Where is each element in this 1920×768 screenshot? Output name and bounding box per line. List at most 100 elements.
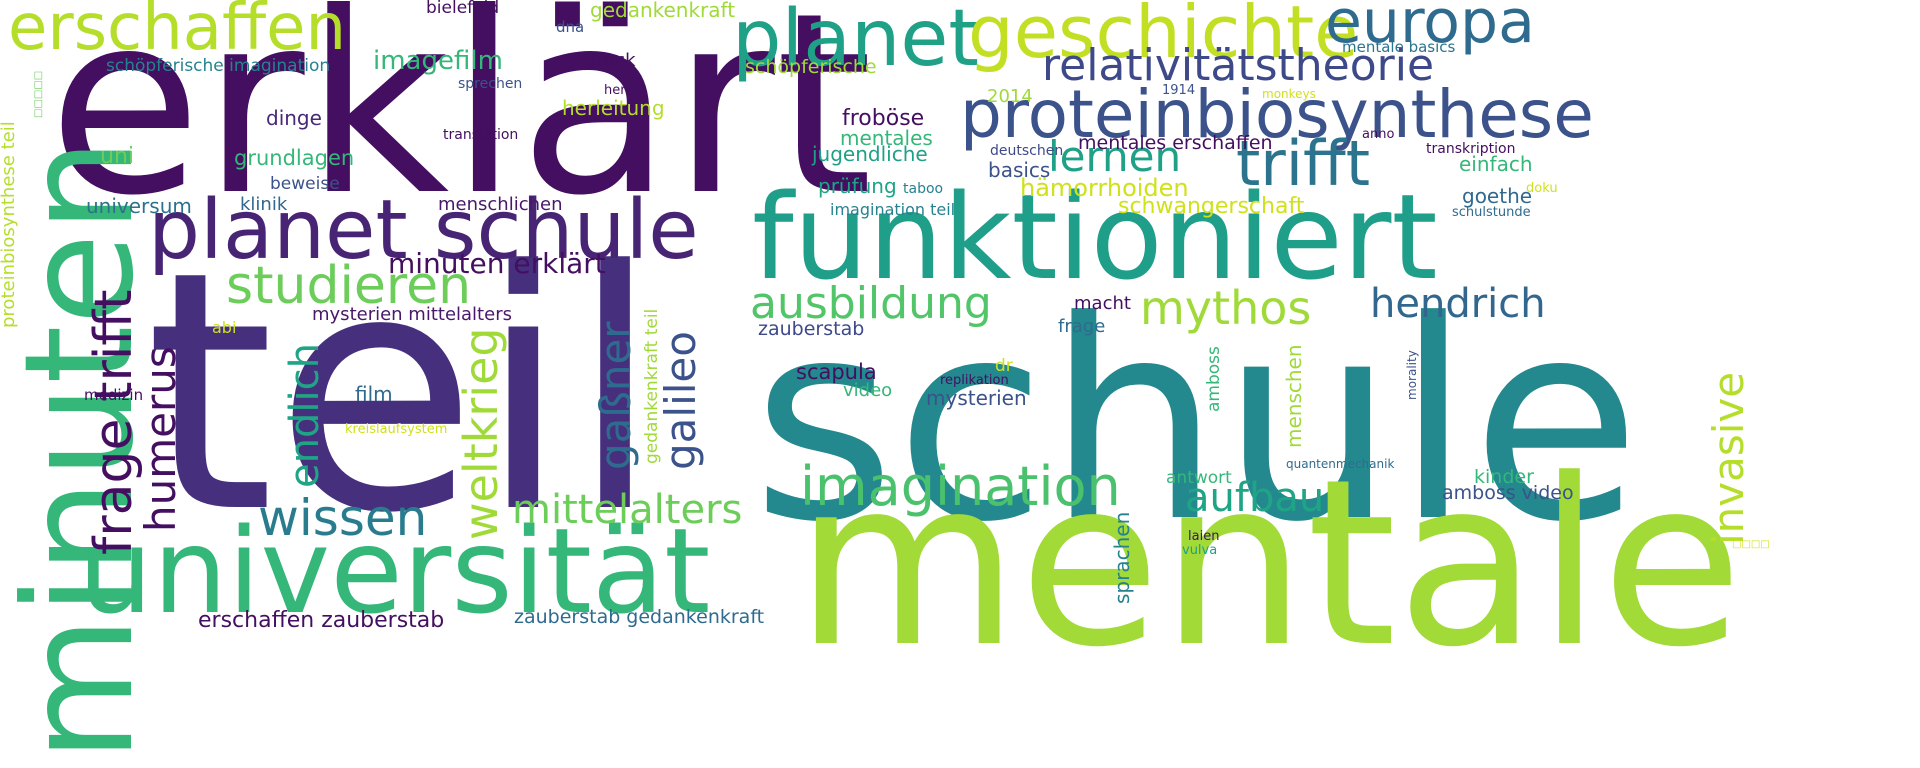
word-universitaet: universität bbox=[78, 502, 711, 640]
word-herz: herz bbox=[604, 83, 633, 98]
word-schwangerschaft: schwangerschaft bbox=[1118, 194, 1305, 219]
word-menschlichen: menschlichen bbox=[438, 194, 563, 215]
word-wissen: wissen bbox=[258, 489, 428, 547]
word-translation: translation bbox=[443, 127, 519, 143]
word-mittelalters: mittelalters bbox=[512, 487, 743, 533]
word-mentales: mentales bbox=[840, 126, 933, 150]
word-geschichte: geschichte bbox=[968, 0, 1359, 74]
word-aufbau: aufbau bbox=[1185, 475, 1325, 521]
word-einfach: einfach bbox=[1459, 152, 1533, 176]
word-taboo: taboo bbox=[903, 181, 944, 197]
word-imagefilm: imagefilm bbox=[373, 46, 503, 76]
word-jugendliche: jugendliche bbox=[812, 142, 928, 166]
word-invasive: invasive bbox=[1704, 371, 1753, 545]
word-dinge: dinge bbox=[266, 106, 322, 130]
word-morality: morality bbox=[1405, 350, 1419, 400]
word-mysterien: mysterien bbox=[926, 386, 1027, 410]
word-druck: druck bbox=[585, 50, 636, 71]
word-weltkrieg: weltkrieg bbox=[454, 327, 508, 540]
word-basics: basics bbox=[988, 158, 1051, 182]
word-monkeys: monkeys bbox=[1262, 87, 1316, 101]
word-menschen: menschen bbox=[1282, 344, 1306, 448]
word-herleitung: herleitung bbox=[562, 96, 665, 120]
word-kinder: kinder bbox=[1474, 466, 1534, 488]
word-gedankenkraft-teil: gedankenkraft teil bbox=[642, 308, 662, 464]
word-lernen: lernen bbox=[1048, 132, 1182, 181]
word-gedankenkraft: gedankenkraft bbox=[590, 0, 736, 22]
word-mythos: mythos bbox=[1140, 281, 1312, 335]
word-teil: teil bbox=[145, 201, 661, 585]
word-uni: uni bbox=[100, 144, 134, 169]
word-abi: abi bbox=[212, 318, 237, 337]
word-anno: anno bbox=[1362, 127, 1395, 142]
word-mentale: mentale bbox=[795, 431, 1743, 698]
word-europa: europa bbox=[1325, 0, 1535, 57]
word-laien: laien bbox=[1188, 529, 1220, 544]
word-dr: dr bbox=[995, 356, 1013, 376]
word-funktioniert: funktioniert bbox=[752, 168, 1438, 306]
word-schoepferische-imagination: schöpferische imagination bbox=[106, 56, 331, 76]
word-froboese: froböse bbox=[842, 106, 925, 131]
word-bielefeld: bielefeld bbox=[426, 0, 500, 18]
word-trifft: trifft bbox=[1236, 127, 1371, 200]
word-hendrich: hendrich bbox=[1370, 281, 1546, 327]
word-klinik: klinik bbox=[240, 194, 288, 215]
word-planet-schule: planet schule bbox=[148, 183, 699, 278]
word-boxes: □□□□ bbox=[1732, 539, 1770, 550]
word-schoepferische: schöpferische bbox=[745, 56, 877, 78]
word-dna: dna bbox=[556, 18, 585, 36]
word-video: video bbox=[843, 380, 893, 401]
word-frage-trifft: frage trifft bbox=[84, 289, 144, 555]
word-planet: planet bbox=[732, 0, 979, 84]
word-ausbildung: ausbildung bbox=[750, 278, 992, 329]
word-deutschen: deutschen bbox=[990, 143, 1064, 159]
word-humerus: humerus bbox=[136, 346, 185, 532]
word-amboss-video: amboss video bbox=[1442, 482, 1574, 504]
word-transkription: transkription bbox=[1426, 141, 1516, 157]
word-erschaffen: erschaffen bbox=[8, 0, 347, 65]
word-relativitaetstheorie: relativitätstheorie bbox=[1042, 40, 1435, 91]
word-zauberstab-gedankenkraft: zauberstab gedankenkraft bbox=[514, 606, 765, 628]
word-endlich: endlich bbox=[282, 343, 328, 488]
word-schulstunde: schulstunde bbox=[1452, 205, 1531, 220]
word-boxes-vertical: □□□□□ bbox=[33, 70, 44, 118]
word-amboss: amboss bbox=[1204, 346, 1224, 412]
word-mysterien-mittelalters: mysterien mittelalters bbox=[312, 304, 512, 325]
word-imagination-teil: imagination teil bbox=[830, 200, 956, 219]
word-haemorrhoiden: hämorrhoiden bbox=[1020, 174, 1189, 202]
word-film: film bbox=[355, 382, 393, 406]
word-sprechen: sprechen bbox=[458, 76, 523, 92]
word-goethe: goethe bbox=[1462, 184, 1533, 208]
word-quantenmechanik-label: quantenmechanik bbox=[1286, 457, 1395, 471]
word-frage: frage bbox=[1058, 316, 1106, 337]
word-medizin: medizin bbox=[84, 386, 144, 404]
word-mentale-basics: mentale basics bbox=[1342, 38, 1456, 56]
word-proteinbiosynthese-teil: proteinbiosynthese teil bbox=[0, 121, 19, 328]
word-studieren: studieren bbox=[226, 256, 472, 316]
word-macht: macht bbox=[1074, 293, 1131, 314]
word-antwort: antwort bbox=[1166, 468, 1232, 488]
word-sprachen: sprachen bbox=[1110, 511, 1134, 604]
word-pruefung: prüfung bbox=[818, 174, 897, 198]
word-schule: schule bbox=[752, 262, 1641, 582]
word-vulva: vulva bbox=[1182, 543, 1218, 558]
word-scapula: scapula bbox=[796, 360, 877, 384]
word-universum: universum bbox=[86, 194, 192, 218]
word-mentales-erschaffen: mentales erschaffen bbox=[1078, 132, 1273, 154]
word-replikation: replikation bbox=[940, 373, 1009, 388]
word-minuten-erklaert: minuten erklärt bbox=[388, 247, 606, 280]
word-gassner: gaßner bbox=[591, 321, 640, 470]
word-zauberstab: zauberstab bbox=[758, 318, 865, 340]
word-1914: 1914 bbox=[1162, 83, 1196, 98]
word-2014: 2014 bbox=[987, 86, 1033, 107]
word-galileo: galileo bbox=[656, 331, 705, 470]
word-erschaffen-zauberstab: erschaffen zauberstab bbox=[198, 608, 445, 633]
word-beweise: beweise bbox=[270, 174, 340, 194]
word-proteinbiosynthese: proteinbiosynthese bbox=[960, 76, 1594, 153]
word-kreislaufsystem: kreislaufsystem bbox=[345, 422, 448, 437]
word-grundlagen: grundlagen bbox=[234, 146, 355, 170]
word-imagination: imagination bbox=[800, 455, 1121, 518]
word-doku: doku bbox=[1526, 181, 1558, 196]
word-erklaert: erklärt bbox=[48, 0, 873, 250]
